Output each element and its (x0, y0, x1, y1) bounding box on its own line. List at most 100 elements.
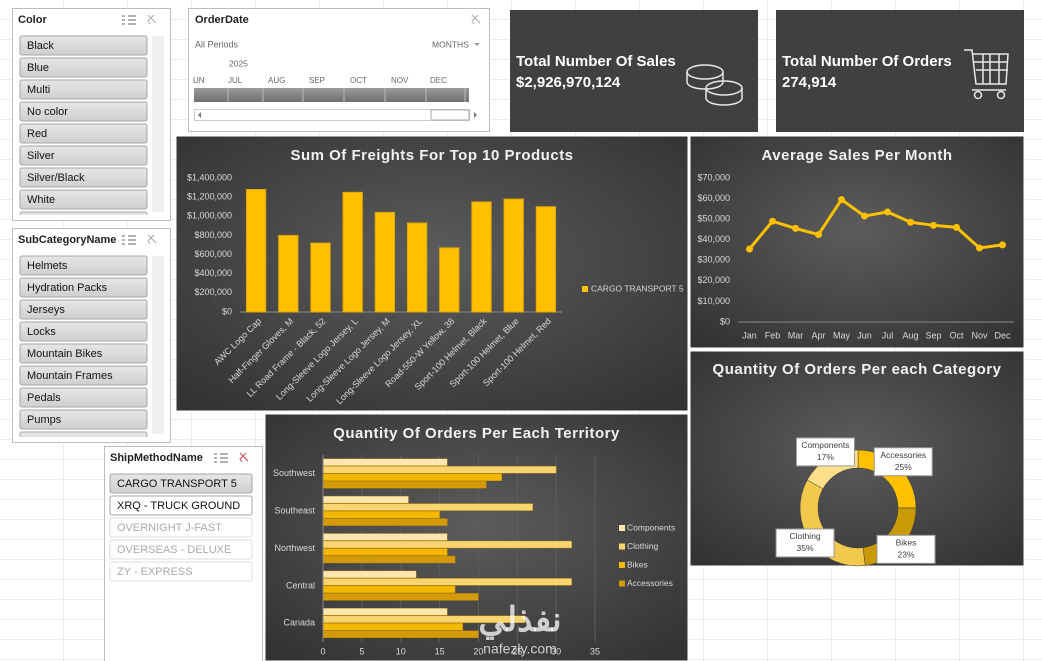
slicer-item[interactable] (109, 495, 253, 516)
slicer-item[interactable] (19, 57, 148, 78)
slicer-item[interactable] (19, 35, 148, 56)
slicer-scrollbar[interactable] (152, 256, 164, 434)
slicer-title: SubCategoryName (18, 234, 116, 246)
cart-icon (964, 49, 1009, 100)
kpi-card (510, 10, 758, 132)
slicer-item-label: Mountain Frames (27, 370, 113, 382)
slicer-item-label: Multi (27, 84, 50, 96)
slicer-item-label: CARGO TRANSPORT 5 (117, 478, 237, 490)
clear-filter-icon[interactable] (471, 14, 481, 25)
timeline-period[interactable]: All Periods (195, 39, 239, 49)
x-tick-label: Jan (742, 330, 757, 340)
multi-select-icon[interactable] (122, 15, 136, 25)
x-tick-label: Nov (971, 330, 988, 340)
timeline-bar[interactable] (194, 88, 469, 102)
slicer-item[interactable] (19, 343, 148, 364)
data-label-value: 25% (895, 462, 912, 472)
slicer-item[interactable] (19, 409, 148, 430)
bar (322, 593, 479, 601)
scroll-arrow[interactable] (198, 112, 201, 118)
slicer-item[interactable] (19, 123, 148, 144)
slicer-item[interactable] (19, 211, 148, 231)
slicer-item-label: Pedals (27, 392, 61, 404)
slicer-item-label: Mountain Bikes (27, 348, 103, 360)
legend-swatch (619, 525, 625, 531)
scroll-arrow[interactable] (474, 112, 477, 118)
multi-select-icon[interactable] (214, 453, 228, 463)
slicer-item-label: Silver (27, 150, 55, 162)
slicer-item[interactable] (109, 473, 253, 494)
x-tick-label: Jul (882, 330, 894, 340)
bar (245, 188, 267, 313)
x-tick-label: Apr (811, 330, 825, 340)
slicer-item[interactable] (109, 539, 253, 560)
y-tick-label: $400,000 (194, 268, 232, 278)
y-tick-label: $70,000 (697, 172, 730, 182)
line (748, 197, 1003, 250)
timeline-scrollbar[interactable] (194, 109, 470, 121)
slicer-item[interactable] (19, 255, 148, 276)
y-tick-label: $40,000 (697, 234, 730, 244)
bar (342, 191, 363, 313)
slicer-item[interactable] (19, 189, 148, 210)
scroll-thumb[interactable] (430, 109, 470, 121)
slicer-item[interactable] (19, 167, 148, 188)
marker (861, 212, 868, 220)
timeline-month: NOV (391, 76, 409, 85)
slicer-item[interactable] (109, 561, 253, 582)
slicer-item-label: Jerseys (27, 304, 65, 316)
y-tick-label: $50,000 (697, 214, 730, 224)
timeline-title: OrderDate (195, 14, 249, 26)
slicer-item[interactable] (19, 299, 148, 320)
slicer-item[interactable] (19, 365, 148, 386)
slicer-item-label: Road Bikes (27, 436, 84, 448)
marker (838, 196, 845, 204)
bar (322, 510, 440, 519)
slicer-item[interactable] (19, 321, 148, 342)
marker (792, 224, 799, 232)
multi-select-icon[interactable] (122, 235, 136, 245)
x-tick-label: Aug (902, 330, 918, 340)
slicer-item[interactable] (19, 277, 148, 298)
slicer-item-label: Helmets (27, 260, 68, 272)
data-label-category: Components (801, 440, 849, 450)
clear-filter-icon[interactable] (147, 14, 157, 25)
slicer-item-label: Hydration Packs (27, 282, 108, 294)
bar (322, 503, 534, 511)
chart-title: Average Sales Per Month (761, 147, 952, 164)
kpi-card (776, 10, 1024, 132)
x-tick-label: May (833, 330, 851, 340)
slicer-item[interactable] (19, 79, 148, 100)
slicer-item-label: ZY - EXPRESS (117, 566, 193, 578)
x-tick-label: Dec (994, 330, 1011, 340)
x-tick-label: Sep (925, 330, 941, 340)
bar (322, 570, 417, 579)
clear-filter-icon[interactable] (147, 234, 157, 245)
data-label-box (876, 534, 936, 564)
y-tick-label: Central (286, 580, 315, 590)
slicer-item[interactable] (19, 431, 148, 451)
bar (278, 234, 299, 313)
legend-swatch (582, 286, 588, 292)
marker (953, 223, 960, 231)
slicer-scrollbar[interactable] (152, 36, 164, 212)
y-tick-label: $0 (222, 306, 232, 316)
y-tick-label: $20,000 (697, 275, 730, 285)
watermark: nafezly.com (483, 641, 557, 657)
bar (406, 222, 428, 313)
bar (322, 495, 409, 504)
marker (930, 221, 937, 229)
timeline-month: JUL (228, 76, 243, 85)
slicer-item[interactable] (109, 517, 253, 538)
slicer-item-label: Locks (27, 326, 56, 338)
y-tick-label: $1,200,000 (187, 192, 232, 202)
slicer-item[interactable] (19, 387, 148, 408)
legend-swatch (619, 562, 625, 568)
slicer-item[interactable] (19, 145, 148, 166)
bar (322, 585, 456, 594)
slicer-item[interactable] (19, 101, 148, 122)
clear-filter-icon[interactable] (239, 452, 249, 463)
data-label-box (873, 447, 933, 477)
timeline-level[interactable]: MONTHS (432, 39, 469, 49)
